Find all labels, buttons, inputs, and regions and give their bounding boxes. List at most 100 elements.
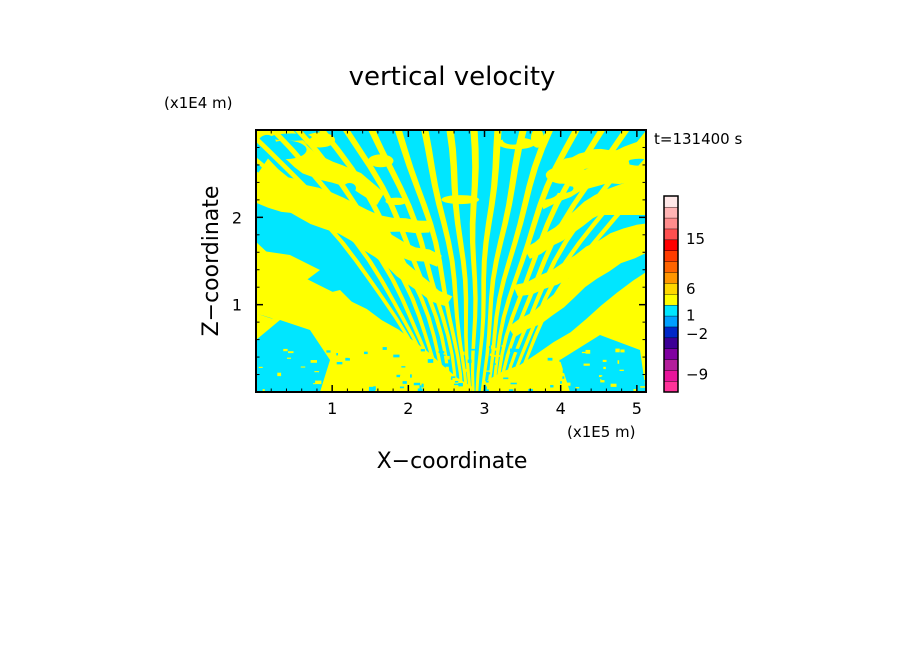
- colorbar-band: [663, 228, 679, 241]
- field-speckle: [440, 354, 446, 356]
- field-speckle: [401, 366, 406, 368]
- field-speckle: [326, 350, 331, 353]
- colorbar-tick-label: 6: [686, 280, 696, 298]
- field-speckle: [446, 356, 450, 360]
- field-speckle: [426, 353, 431, 355]
- field-speckle: [396, 374, 401, 378]
- field-speckle: [467, 359, 472, 363]
- colorbar-band: [663, 261, 679, 273]
- y-tick-label: 1: [232, 296, 242, 315]
- field-speckle: [486, 370, 491, 372]
- field-speckle: [631, 389, 637, 391]
- field-speckle: [410, 374, 412, 378]
- central-stripe: [486, 130, 554, 392]
- field-speckle: [501, 345, 506, 347]
- field-speckle: [441, 379, 447, 383]
- field-speckle: [588, 365, 594, 369]
- colorbar-band: [663, 359, 679, 371]
- colorbar-band: [663, 370, 679, 382]
- y-scale-label: (x1E4 m): [164, 94, 233, 112]
- colorbar-band: [663, 272, 679, 284]
- colorbar-band: [663, 250, 679, 262]
- colorbar-band: [663, 195, 679, 208]
- field-speckle: [643, 380, 646, 382]
- colorbar-band: [663, 206, 679, 219]
- field-speckle: [409, 358, 415, 361]
- velocity-field: [256, 130, 646, 392]
- x-tick-label: 5: [632, 399, 642, 418]
- field-speckle: [509, 348, 517, 352]
- field-speckle: [281, 374, 287, 378]
- field-speckle: [424, 382, 429, 387]
- x-tick-label: 2: [403, 399, 413, 418]
- field-speckle: [300, 369, 304, 371]
- field-speckle: [517, 375, 523, 379]
- field-speckle: [562, 351, 568, 354]
- x-tick-label: 4: [556, 399, 566, 418]
- field-speckle: [558, 350, 564, 354]
- field-speckle: [618, 381, 626, 384]
- y-axis: 12: [232, 146, 646, 376]
- field-speckle: [404, 375, 407, 379]
- field-speckle: [438, 351, 445, 353]
- field-speckle: [485, 380, 489, 383]
- field-speckle: [560, 381, 562, 384]
- colorbar-band: [663, 380, 679, 393]
- colorbar-tick-label: 1: [686, 307, 696, 325]
- colorbar-band: [663, 239, 679, 251]
- field-speckle: [620, 349, 625, 353]
- field-speckle: [346, 350, 353, 352]
- colorbar-band: [663, 315, 679, 328]
- central-stripe: [512, 178, 646, 392]
- field-speckle: [610, 357, 613, 359]
- field-speckle: [454, 380, 459, 383]
- field-speckle: [619, 369, 624, 371]
- field-speckle: [542, 352, 546, 355]
- colorbar-tick-label: 15: [686, 230, 705, 248]
- central-stripe: [475, 130, 502, 392]
- field-speckle: [345, 357, 350, 361]
- field-speckle: [277, 372, 282, 377]
- field-speckle: [268, 389, 274, 392]
- field-blob: [441, 195, 480, 205]
- field-speckle: [483, 389, 489, 392]
- field-speckle: [574, 361, 577, 364]
- field-speckle: [368, 386, 375, 390]
- field-speckle: [537, 360, 540, 364]
- field-speckle: [313, 383, 316, 385]
- field-speckle: [364, 351, 368, 355]
- field-speckle: [566, 382, 571, 386]
- field-speckle: [547, 357, 553, 361]
- time-label: t=131400 s: [654, 130, 742, 148]
- field-speckle: [438, 367, 445, 372]
- field-speckle: [617, 360, 620, 364]
- field-speckle: [419, 385, 422, 389]
- field-speckle: [358, 365, 360, 370]
- field-speckle: [629, 350, 634, 354]
- updraft-band: [256, 178, 433, 234]
- field-speckle: [270, 369, 273, 371]
- x-tick-label: 3: [479, 399, 489, 418]
- x-scale-label: (x1E5 m): [567, 423, 636, 441]
- central-stripe: [506, 156, 646, 392]
- field-speckle: [338, 389, 342, 392]
- field-speckle: [491, 345, 496, 350]
- field-speckle: [603, 366, 606, 370]
- field-speckle: [454, 383, 460, 386]
- field-speckle: [327, 371, 334, 375]
- field-speckle: [283, 348, 288, 352]
- field-speckle: [581, 351, 588, 354]
- colorbar-band: [663, 293, 679, 306]
- field-speckle: [562, 376, 565, 379]
- x-axis-label: X−coordinate: [377, 449, 528, 474]
- colorbar-band: [663, 326, 679, 339]
- field-speckle: [262, 389, 265, 392]
- field-speckle: [507, 369, 510, 373]
- field-speckle: [516, 386, 520, 389]
- field-speckle: [486, 372, 491, 375]
- field-speckle: [260, 373, 268, 376]
- x-tick-label: 1: [327, 399, 337, 418]
- field-speckle: [315, 380, 322, 385]
- field-speckle: [443, 363, 451, 367]
